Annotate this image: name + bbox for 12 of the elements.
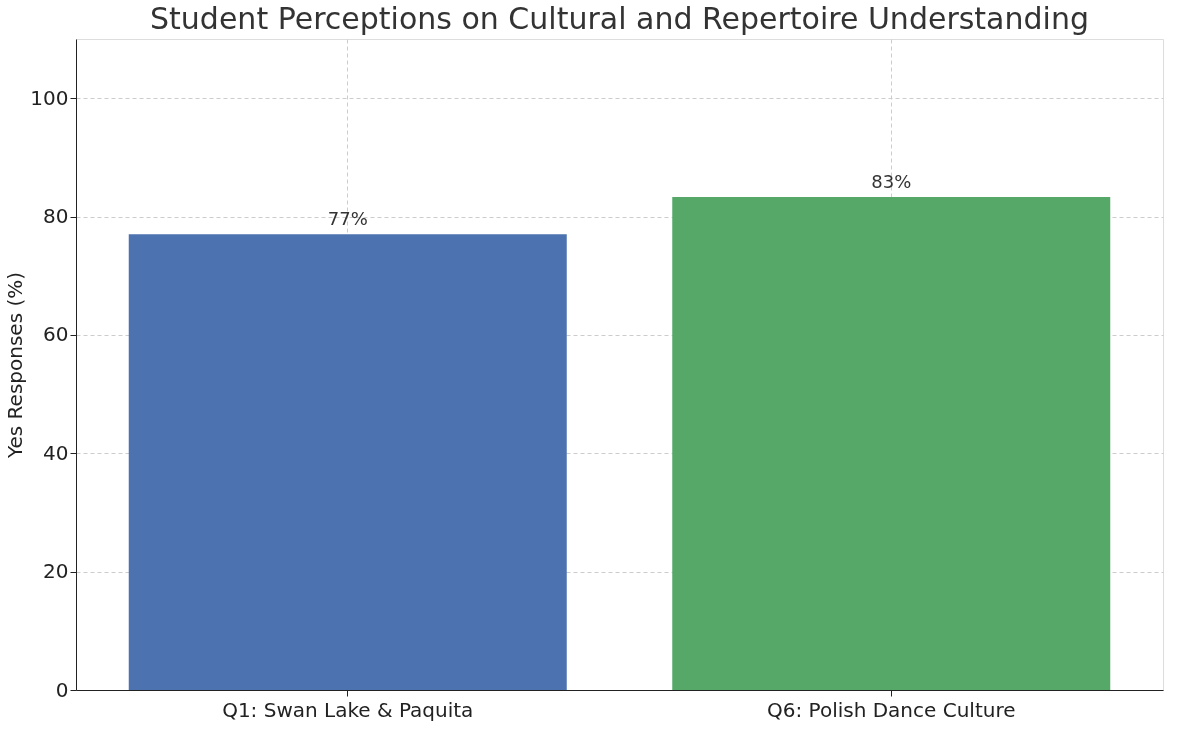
y-tick-label: 60: [43, 322, 69, 347]
data-label: 83%: [871, 171, 912, 193]
y-tick-label: 20: [43, 559, 69, 584]
x-tick-label: Q6: Polish Dance Culture: [766, 697, 1016, 722]
x-tick-label: Q1: Swan Lake & Paquita: [222, 697, 474, 722]
y-tick-label: 40: [43, 440, 69, 465]
data-label: 77%: [327, 208, 368, 230]
y-tick-label: 100: [30, 85, 69, 110]
y-tick-label: 0: [55, 677, 69, 702]
chart-title: Student Perceptions on Cultural and Repertoire Understanding: [150, 1, 1089, 36]
y-axis-title: Yes Responses (%): [3, 271, 28, 460]
y-tick-label: 80: [43, 204, 69, 229]
